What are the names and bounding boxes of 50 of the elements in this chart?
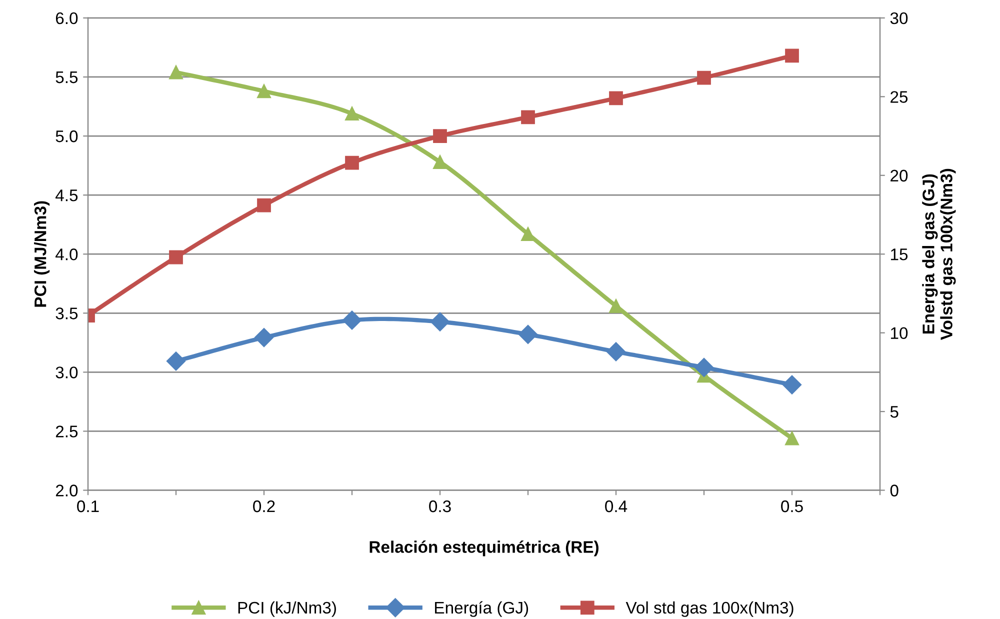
point <box>342 310 362 330</box>
point <box>694 358 714 377</box>
point <box>345 106 359 121</box>
point <box>166 352 186 371</box>
point <box>785 48 799 63</box>
point <box>433 129 447 143</box>
point <box>169 250 183 264</box>
point <box>609 91 623 106</box>
point <box>606 342 626 362</box>
y-tick-label: 5.5 <box>56 72 78 84</box>
legend-label: Vol std gas 100x(Nm3) <box>626 601 794 617</box>
point <box>257 84 271 98</box>
y2-tick-label: 0 <box>890 484 898 496</box>
y2-tick-label: 5 <box>890 406 898 418</box>
point <box>433 155 447 169</box>
point <box>254 328 274 348</box>
point <box>430 312 450 332</box>
x-tick-label: 0.2 <box>253 500 275 512</box>
x-tick-label: 0.5 <box>781 500 803 512</box>
y-tick-label: 2.5 <box>56 426 78 438</box>
point <box>169 65 183 80</box>
y2-tick-label: 10 <box>890 327 908 340</box>
point <box>782 375 802 394</box>
point <box>609 299 623 313</box>
y-tick-label: 3.5 <box>56 308 78 320</box>
y-tick-label: 4.0 <box>55 248 78 260</box>
x-tick-label: 0.4 <box>605 500 628 512</box>
y-tick-label: 6.0 <box>56 12 78 24</box>
legend-label: PCI (kJ/Nm3) <box>238 601 336 617</box>
point <box>521 110 535 124</box>
y2-tick-label: 30 <box>890 12 908 24</box>
legend-label: Energía (GJ) <box>435 601 528 617</box>
point <box>697 70 711 85</box>
y-tick-label: 4.5 <box>55 190 78 202</box>
x-tick-label: 0.3 <box>429 500 451 512</box>
y2-tick-label: 25 <box>890 91 908 103</box>
x-axis-title: Relación estequimétrica (RE) <box>370 540 598 556</box>
point <box>257 198 271 212</box>
point <box>785 431 799 446</box>
y2-axis-title: Energia del gas (GJ) Volstd gas 100x(Nm3) <box>922 168 956 340</box>
y-tick-label: 3.0 <box>56 366 78 378</box>
y-tick-label: 2.0 <box>56 484 78 496</box>
x-tick-label: 0.1 <box>77 500 99 512</box>
point <box>518 324 538 344</box>
point <box>521 227 535 241</box>
y-tick-label: 5.0 <box>56 130 78 142</box>
y2-tick-label: 20 <box>890 170 908 182</box>
y2-tick-label: 15 <box>890 248 908 260</box>
y-axis-title: PCI (MJ/Nm3) <box>34 201 50 307</box>
point <box>345 156 359 170</box>
